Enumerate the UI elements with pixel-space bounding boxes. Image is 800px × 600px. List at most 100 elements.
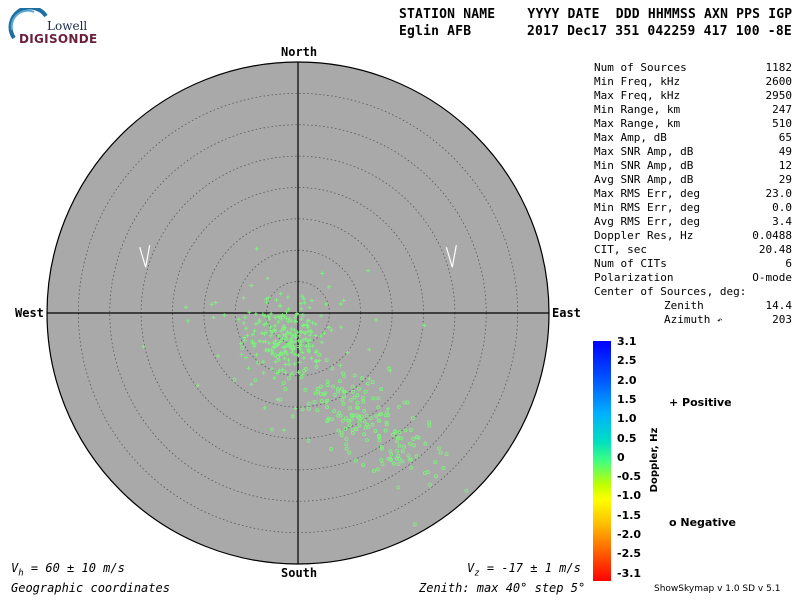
footer-software: ShowSkymap v 1.0 SD v 5.1 xyxy=(654,584,781,594)
positive-point xyxy=(297,343,302,348)
positive-point xyxy=(293,315,298,320)
negative-point xyxy=(356,405,361,410)
negative-point xyxy=(318,392,323,396)
positive-point xyxy=(215,353,220,358)
stat-row: CIT, sec 20.48 xyxy=(594,243,792,257)
positive-point xyxy=(289,350,294,355)
negative-point xyxy=(376,467,380,472)
positive-point xyxy=(254,246,259,251)
stat-row: Min Freq, kHz 2600 xyxy=(594,75,792,89)
positive-point xyxy=(296,370,301,375)
negative-point xyxy=(365,422,370,427)
skymap xyxy=(46,61,550,565)
positive-point xyxy=(274,297,279,302)
center-azimuth-row: Azimuth ↶ 203 xyxy=(594,313,792,327)
positive-point xyxy=(338,302,343,307)
stat-row: Max SNR Amp, dB 49 xyxy=(594,145,792,159)
colorbar-tick-label: 1.5 xyxy=(617,392,637,406)
negative-point xyxy=(343,426,348,431)
positive-point xyxy=(284,351,289,356)
positive-point xyxy=(239,352,244,357)
stat-label: Min RMS Err, deg xyxy=(594,201,700,214)
negative-point xyxy=(365,381,370,386)
positive-point xyxy=(244,355,249,360)
logo-brand: Lowell xyxy=(47,19,88,33)
stat-row: Max Freq, kHz 2950 xyxy=(594,89,792,103)
positive-point xyxy=(298,340,303,345)
negative-point xyxy=(376,405,381,410)
negative-point xyxy=(325,419,330,424)
positive-point xyxy=(300,323,305,328)
negative-point xyxy=(377,438,382,443)
positive-point xyxy=(238,341,243,346)
positive-point xyxy=(305,318,310,323)
colorbar-tick-label: 0 xyxy=(617,450,625,464)
positive-point xyxy=(273,315,278,320)
positive-point xyxy=(254,352,259,357)
positive-point xyxy=(271,340,276,345)
velocity-mark xyxy=(139,245,151,268)
positive-point xyxy=(293,332,298,337)
positive-point xyxy=(241,320,246,325)
positive-point xyxy=(366,268,371,273)
positive-point xyxy=(250,332,255,337)
negative-point xyxy=(427,423,432,428)
positive-point xyxy=(243,315,248,320)
positive-point xyxy=(310,320,315,325)
stat-value: 510 xyxy=(772,117,792,130)
stat-value: 49 xyxy=(778,145,792,158)
negative-point xyxy=(464,488,469,493)
positive-point xyxy=(329,328,334,333)
negative-point xyxy=(344,446,349,451)
stat-value: 65 xyxy=(778,131,792,144)
positive-point xyxy=(269,311,274,316)
negative-point xyxy=(339,430,344,435)
negative-point xyxy=(329,447,334,452)
positive-point xyxy=(259,331,264,336)
positive-point xyxy=(184,305,189,310)
positive-point xyxy=(313,322,318,327)
positive-point xyxy=(317,358,322,363)
negative-point xyxy=(343,416,348,421)
stat-value: 1182 xyxy=(765,61,793,74)
positive-point xyxy=(293,319,298,324)
colorbar-tick-label: -2.0 xyxy=(617,528,642,541)
negative-point xyxy=(355,401,360,405)
negative-point xyxy=(306,438,311,443)
negative-point xyxy=(370,422,375,427)
positive-point xyxy=(309,298,314,303)
negative-point xyxy=(290,414,295,419)
positive-point xyxy=(273,359,278,364)
positive-point xyxy=(290,347,295,352)
positive-point xyxy=(280,336,285,341)
positive-point xyxy=(309,330,314,335)
positive-point xyxy=(274,370,279,375)
negative-point xyxy=(396,485,401,490)
positive-point xyxy=(252,341,257,346)
negative-point xyxy=(300,407,305,412)
negative-point xyxy=(438,450,443,455)
positive-point xyxy=(282,356,287,361)
stat-value: 247 xyxy=(772,103,792,116)
positive-point xyxy=(310,343,315,348)
negative-point xyxy=(389,452,394,457)
positive-point xyxy=(294,312,299,317)
positive-point xyxy=(269,351,274,356)
negative-point xyxy=(393,430,398,435)
negative-point xyxy=(376,418,381,423)
negative-point xyxy=(373,428,378,433)
positive-point xyxy=(306,325,311,330)
negative-point xyxy=(303,367,308,371)
negative-point xyxy=(336,413,341,418)
positive-point xyxy=(302,300,307,305)
positive-point xyxy=(280,367,285,372)
stat-value: 0.0 xyxy=(772,201,792,214)
positive-point xyxy=(298,347,303,352)
negative-point xyxy=(357,419,362,423)
positive-point xyxy=(277,368,282,373)
negative-point xyxy=(396,453,401,458)
positive-point xyxy=(308,333,313,338)
negative-point xyxy=(387,366,392,371)
doppler-colorbar xyxy=(593,341,611,581)
negative-point xyxy=(344,437,349,441)
